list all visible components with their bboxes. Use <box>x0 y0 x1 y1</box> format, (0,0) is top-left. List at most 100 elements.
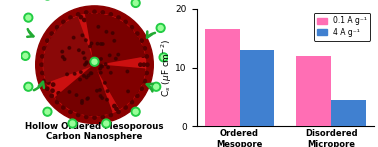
Circle shape <box>145 71 149 75</box>
Circle shape <box>122 102 126 106</box>
Circle shape <box>90 72 92 74</box>
Circle shape <box>89 45 91 48</box>
Circle shape <box>113 40 116 42</box>
Circle shape <box>81 100 84 102</box>
Circle shape <box>110 71 112 74</box>
Circle shape <box>71 19 74 22</box>
Circle shape <box>106 90 109 92</box>
Circle shape <box>142 63 146 66</box>
Circle shape <box>141 72 145 75</box>
Y-axis label: C$_s$ ($\mu$F cm$^{-2}$): C$_s$ ($\mu$F cm$^{-2}$) <box>160 39 174 97</box>
Circle shape <box>99 71 102 74</box>
Circle shape <box>72 36 75 39</box>
Circle shape <box>51 37 54 40</box>
Circle shape <box>93 109 96 112</box>
Circle shape <box>56 96 60 100</box>
Circle shape <box>99 89 101 91</box>
Circle shape <box>133 0 138 5</box>
Circle shape <box>89 62 92 64</box>
Circle shape <box>83 57 86 60</box>
Circle shape <box>81 34 84 37</box>
Circle shape <box>115 57 117 60</box>
Circle shape <box>88 14 91 17</box>
Circle shape <box>63 24 67 27</box>
Circle shape <box>64 27 68 30</box>
Circle shape <box>64 99 68 102</box>
Circle shape <box>104 121 109 126</box>
Circle shape <box>44 72 48 75</box>
Circle shape <box>121 99 125 102</box>
Circle shape <box>115 19 118 22</box>
Circle shape <box>47 63 50 66</box>
Circle shape <box>85 61 88 64</box>
Circle shape <box>154 84 159 89</box>
Circle shape <box>48 73 51 77</box>
Circle shape <box>121 27 125 30</box>
Circle shape <box>134 83 138 86</box>
Circle shape <box>51 43 55 46</box>
Circle shape <box>106 16 110 19</box>
Text: Hollow Ordered Mesoporous
Carbon Nanosphere: Hollow Ordered Mesoporous Carbon Nanosph… <box>25 122 164 141</box>
Circle shape <box>117 110 120 113</box>
Circle shape <box>62 56 64 58</box>
Circle shape <box>75 94 78 96</box>
Circle shape <box>101 65 103 68</box>
Circle shape <box>26 84 31 89</box>
Circle shape <box>140 39 143 42</box>
Circle shape <box>90 72 93 75</box>
Circle shape <box>161 55 166 60</box>
Circle shape <box>136 94 139 97</box>
Circle shape <box>63 58 66 60</box>
Circle shape <box>141 54 145 57</box>
Circle shape <box>76 113 80 117</box>
Circle shape <box>101 11 104 14</box>
Circle shape <box>83 108 86 111</box>
Wedge shape <box>86 14 144 65</box>
Circle shape <box>42 47 46 50</box>
Circle shape <box>47 81 50 84</box>
Circle shape <box>36 6 153 123</box>
Circle shape <box>104 82 106 84</box>
Circle shape <box>129 92 132 95</box>
Circle shape <box>40 71 44 75</box>
Circle shape <box>129 96 133 100</box>
Circle shape <box>85 11 88 14</box>
Circle shape <box>138 73 141 77</box>
Circle shape <box>76 13 80 16</box>
Circle shape <box>102 119 111 128</box>
Bar <box>331 100 366 126</box>
Circle shape <box>139 81 142 84</box>
Circle shape <box>48 53 51 56</box>
Circle shape <box>57 34 60 38</box>
Circle shape <box>87 74 90 77</box>
Circle shape <box>50 32 53 35</box>
Circle shape <box>85 62 88 65</box>
Bar <box>296 56 331 126</box>
Circle shape <box>57 92 60 95</box>
Wedge shape <box>94 65 145 108</box>
Circle shape <box>105 31 108 33</box>
Circle shape <box>99 95 102 97</box>
Circle shape <box>129 34 132 38</box>
Circle shape <box>79 111 83 114</box>
Circle shape <box>97 26 100 28</box>
Circle shape <box>96 42 99 45</box>
Circle shape <box>79 71 82 73</box>
Circle shape <box>61 50 64 53</box>
Circle shape <box>99 67 101 70</box>
Circle shape <box>96 90 98 92</box>
Circle shape <box>145 55 149 58</box>
Bar <box>240 50 274 126</box>
Circle shape <box>122 24 126 27</box>
Circle shape <box>124 106 127 109</box>
Circle shape <box>93 10 96 13</box>
Circle shape <box>134 43 138 46</box>
Circle shape <box>103 18 106 22</box>
Circle shape <box>85 76 88 79</box>
Circle shape <box>45 109 50 114</box>
Circle shape <box>113 104 116 108</box>
Circle shape <box>113 22 116 25</box>
Circle shape <box>131 0 140 7</box>
Circle shape <box>66 73 68 76</box>
Circle shape <box>135 89 138 92</box>
